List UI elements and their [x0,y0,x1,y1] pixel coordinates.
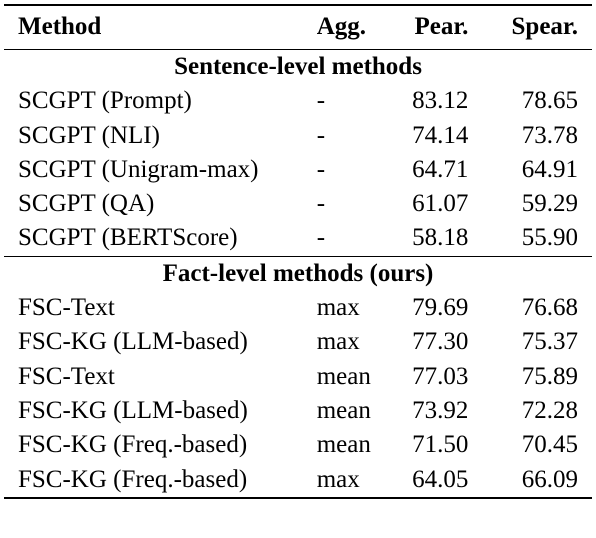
cell-spear: 72.28 [521,396,578,424]
cell-pear: 64.05 [412,465,469,493]
cell-agg: - [316,224,326,252]
cell-pear: 83.12 [412,87,469,115]
cell-agg: mean [316,362,371,390]
table-row: FSC-Text mean 77.03 75.89 [4,360,592,394]
cell-spear: 59.29 [521,190,578,218]
cell-pear: 77.03 [412,362,469,390]
section-header-row: Sentence-level methods [4,49,592,85]
table-row: SCGPT (Prompt) - 83.12 78.65 [4,84,592,118]
table-row: FSC-KG (Freq.-based) max 64.05 66.09 [4,463,592,498]
cell-agg: max [316,294,360,322]
cell-spear: 75.37 [521,328,578,356]
table-row: SCGPT (Unigram-max) - 64.71 64.91 [4,153,592,187]
section-title: Sentence-level methods [174,53,422,80]
cell-spear: 76.68 [521,294,578,322]
table-row: SCGPT (BERTScore) - 58.18 55.90 [4,221,592,256]
cell-method: SCGPT (QA) [18,190,155,218]
table-row: FSC-KG (Freq.-based) mean 71.50 70.45 [4,428,592,462]
cell-pear: 73.92 [412,396,469,424]
cell-spear: 64.91 [521,155,578,183]
cell-agg: max [316,465,360,493]
cell-pear: 61.07 [412,190,469,218]
cell-spear: 70.45 [521,431,578,459]
table-row: SCGPT (NLI) - 74.14 73.78 [4,119,592,153]
col-header-method: Method [18,13,102,41]
results-table: Method Agg. Pear. Spear. Sentence-level … [4,4,592,499]
header-row: Method Agg. Pear. Spear. [4,5,592,50]
cell-method: FSC-KG (Freq.-based) [18,465,248,493]
cell-method: SCGPT (Unigram-max) [18,155,259,183]
cell-method: FSC-KG (LLM-based) [18,396,248,424]
cell-agg: - [316,121,326,149]
table-row: SCGPT (QA) - 61.07 59.29 [4,187,592,221]
cell-spear: 55.90 [521,224,578,252]
table-row: FSC-Text max 79.69 76.68 [4,291,592,325]
cell-spear: 73.78 [521,121,578,149]
cell-agg: - [316,155,326,183]
cell-method: FSC-Text [18,362,115,390]
cell-spear: 66.09 [521,465,578,493]
cell-pear: 71.50 [412,431,469,459]
section-title: Fact-level methods (ours) [162,259,434,287]
col-header-pear: Pear. [414,13,469,41]
cell-method: FSC-Text [18,294,115,322]
table-row: FSC-KG (LLM-based) mean 73.92 72.28 [4,394,592,428]
cell-spear: 78.65 [521,87,578,115]
col-header-spear: Spear. [511,13,578,41]
cell-spear: 75.89 [521,362,578,390]
cell-agg: mean [316,431,371,459]
cell-method: FSC-KG (Freq.-based) [18,431,248,459]
cell-pear: 74.14 [412,121,469,149]
cell-method: SCGPT (Prompt) [18,87,192,115]
cell-pear: 79.69 [412,294,469,322]
cell-agg: mean [316,396,371,424]
cell-pear: 77.30 [412,328,469,356]
cell-agg: - [316,190,326,218]
cell-pear: 64.71 [412,155,469,183]
table-row: FSC-KG (LLM-based) max 77.30 75.37 [4,325,592,359]
section-header-row: Fact-level methods (ours) [4,256,592,291]
cell-method: SCGPT (NLI) [18,121,160,149]
cell-method: SCGPT (BERTScore) [18,224,238,252]
cell-pear: 58.18 [412,224,469,252]
cell-method: FSC-KG (LLM-based) [18,328,248,356]
cell-agg: max [316,328,360,356]
col-header-agg: Agg. [316,13,367,41]
cell-agg: - [316,87,326,115]
